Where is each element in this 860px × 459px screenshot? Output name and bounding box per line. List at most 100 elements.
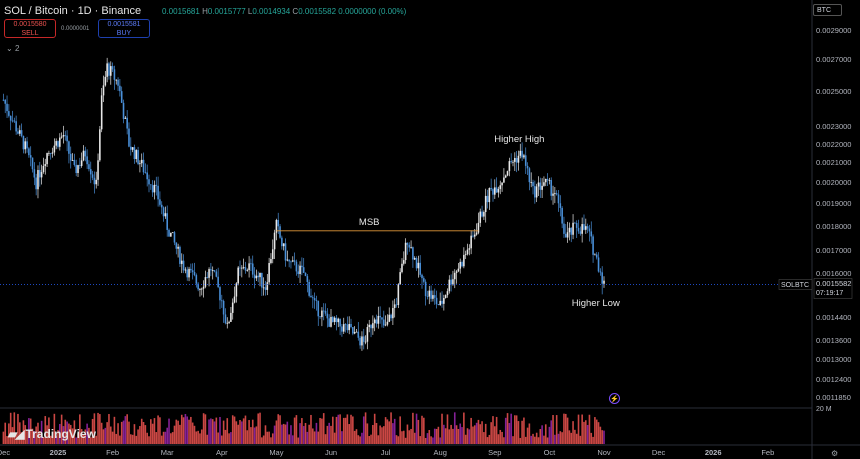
candle-body	[468, 248, 471, 250]
volume-bar	[424, 437, 427, 444]
volume-bar	[219, 416, 221, 444]
candle-body	[473, 234, 476, 237]
volume-bar	[159, 417, 161, 444]
candle-body	[279, 226, 281, 238]
volume-bar	[419, 436, 421, 444]
candle-body	[270, 259, 272, 264]
candle-body	[104, 76, 107, 86]
volume-bar	[206, 434, 209, 444]
time-tick-label: Jun	[325, 448, 337, 457]
volume-bar	[308, 424, 310, 444]
candle-body	[228, 321, 230, 323]
volume-bar	[546, 437, 549, 444]
candle-body	[484, 195, 487, 212]
volume-bar	[381, 427, 383, 444]
volume-bar	[242, 418, 245, 444]
volume-bar	[293, 417, 296, 444]
volume-bar	[286, 421, 289, 444]
candle-body	[199, 289, 201, 290]
volume-bar	[572, 421, 574, 444]
candle-body	[95, 179, 98, 185]
candle-body	[437, 304, 440, 305]
volume-bar	[559, 431, 562, 444]
ohlc-readout: 0.0015681 H0.0015777 L0.0014934 C0.00155…	[162, 7, 406, 16]
candle-body	[88, 164, 90, 170]
volume-bar	[273, 425, 276, 444]
candle-body	[597, 257, 600, 272]
volume-bar	[106, 422, 108, 444]
volume-bar	[443, 424, 445, 444]
indicators-toggle[interactable]: ⌄ 2	[6, 44, 19, 53]
volume-bar	[164, 431, 167, 444]
candle-body	[33, 169, 36, 178]
currency-selector[interactable]: BTC	[813, 4, 842, 16]
candle-body	[160, 204, 163, 208]
candle-body	[29, 155, 32, 158]
lightning-icon[interactable]: ⚡	[609, 393, 620, 404]
volume-bar	[133, 424, 136, 444]
price-tick-label: 0.0018000	[816, 222, 851, 231]
time-tick-label: Dec	[652, 448, 666, 457]
candle-body	[177, 246, 179, 249]
volume-bar	[586, 424, 589, 444]
buy-button[interactable]: 0.0015581 BUY	[98, 19, 150, 38]
volume-bar	[397, 436, 400, 444]
candle-body	[459, 261, 462, 269]
sell-label: SELL	[21, 30, 39, 37]
volume-bar	[590, 432, 593, 444]
time-tick-label: Jul	[381, 448, 391, 457]
candle-body	[452, 279, 454, 285]
volume-bar	[481, 421, 483, 444]
candle-body	[492, 189, 494, 195]
candle-body	[217, 276, 219, 288]
volume-bar	[248, 420, 250, 444]
candle-body	[84, 150, 87, 157]
candle-body	[215, 271, 218, 277]
candle-body	[461, 261, 463, 267]
candle-body	[268, 263, 270, 283]
volume-bar	[230, 432, 232, 444]
time-tick-label: Nov	[597, 448, 611, 457]
candle-body	[219, 287, 221, 301]
symbol-title[interactable]: SOL / Bitcoin · 1D · Binance	[4, 5, 142, 17]
buy-label: BUY	[116, 30, 132, 37]
candle-body	[430, 290, 432, 299]
volume-bar	[128, 421, 130, 444]
volume-bar	[140, 418, 143, 444]
sell-button[interactable]: 0.0015580 SELL	[4, 19, 56, 38]
volume-bar	[468, 429, 471, 444]
volume-bar	[441, 413, 443, 444]
high-value: 0.0015777	[207, 7, 246, 16]
volume-bar	[290, 425, 292, 444]
candle-body	[595, 254, 598, 258]
candle-body	[341, 326, 343, 332]
volume-bar	[488, 434, 491, 444]
volume-bar	[4, 422, 7, 444]
candle-body	[570, 227, 573, 235]
volume-bar	[552, 415, 554, 444]
candle-body	[568, 227, 571, 233]
candle-body	[168, 229, 170, 237]
candle-body	[79, 165, 81, 166]
candle-body	[332, 316, 334, 322]
volume-bar	[179, 424, 181, 444]
volume-bar	[119, 435, 121, 444]
candle-body	[195, 275, 198, 284]
candle-body	[224, 314, 227, 324]
settings-icon[interactable]: ⚙	[831, 449, 839, 458]
volume-bar	[162, 431, 165, 444]
candle-body	[386, 321, 389, 325]
volume-bar	[6, 436, 8, 444]
candle-body	[213, 270, 216, 272]
tradingview-logo[interactable]: ▰◢ TradingView	[8, 427, 96, 441]
volume-bar	[190, 416, 192, 444]
candle-body	[139, 163, 141, 165]
candle-body	[281, 237, 283, 247]
volume-bar	[197, 430, 199, 444]
candle-body	[148, 179, 150, 185]
candle-body	[346, 324, 349, 331]
high-key: H	[202, 7, 208, 16]
volume-bar	[51, 437, 54, 444]
price-tick-label: 0.0025000	[816, 87, 851, 96]
